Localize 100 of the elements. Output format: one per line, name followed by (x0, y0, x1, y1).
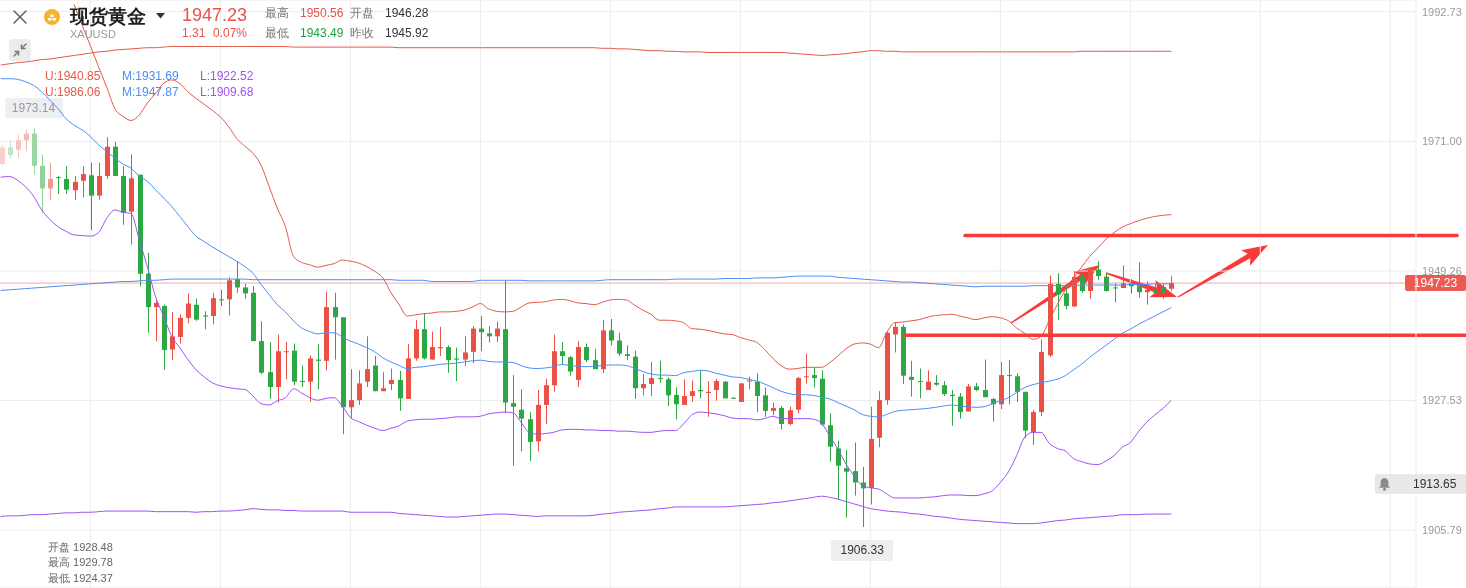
candlestick (788, 406, 793, 426)
y-tick-label: 1992.73 (1422, 5, 1462, 18)
annotation: 1943.49 (300, 26, 344, 40)
candlestick (268, 341, 273, 400)
annotation: U:1986.06 (45, 85, 101, 99)
candlestick (463, 335, 468, 367)
candlestick (511, 374, 516, 467)
annotation: L:1909.68 (200, 85, 254, 99)
annotation: M:1947.87 (122, 85, 179, 99)
candlestick (178, 313, 183, 344)
candlestick (495, 320, 500, 343)
annotation: 最高 (265, 6, 289, 20)
candlestick (584, 343, 589, 363)
annotation: 0.07% (213, 26, 248, 40)
candlestick (40, 153, 45, 214)
candlestick (641, 373, 646, 396)
candlestick (308, 354, 313, 403)
candlestick (918, 368, 923, 399)
candlestick (828, 412, 833, 463)
candlestick (519, 388, 524, 452)
candlestick (609, 318, 614, 346)
candlestick (471, 325, 476, 364)
annotation: 最低 (265, 26, 289, 40)
y-tick-label: 1927.53 (1422, 394, 1462, 407)
annotation: 最高 1929.78 (48, 556, 113, 568)
candlestick (666, 376, 671, 407)
candlestick (1113, 282, 1118, 303)
candlestick (56, 175, 61, 195)
candlestick (544, 378, 549, 425)
candlestick (1007, 359, 1012, 405)
candlestick (97, 162, 102, 201)
candlestick (389, 368, 394, 391)
candlestick (755, 372, 760, 413)
annotation: 1947.23 (182, 5, 248, 25)
candlestick (227, 276, 232, 316)
candlestick (682, 378, 687, 406)
candlestick (836, 440, 841, 500)
candlestick (1056, 272, 1061, 321)
candlestick (16, 134, 21, 159)
candlestick (333, 292, 338, 361)
candlestick (284, 341, 289, 380)
candlestick (446, 344, 451, 374)
candlestick (194, 298, 199, 322)
text: 1913.65 (1413, 477, 1457, 491)
y-tick-label: 1971.00 (1422, 135, 1462, 148)
candlestick (48, 162, 53, 201)
annotation: 昨收 (350, 26, 374, 40)
candlestick (560, 341, 565, 365)
candlestick (64, 165, 69, 195)
annotation: 开盘 1928.48 (48, 541, 113, 553)
candlestick (617, 332, 622, 357)
annotation: 最低 1924.37 (48, 572, 113, 584)
annotation: 1906.33 (840, 542, 884, 557)
candlestick (779, 405, 784, 430)
candlestick (812, 366, 817, 389)
candlestick (690, 379, 695, 403)
candlestick (674, 386, 679, 420)
ref-line-label: 1947.23 (1413, 276, 1458, 291)
candlestick (1137, 261, 1142, 299)
candlestick (186, 292, 191, 324)
candlestick (1088, 266, 1093, 300)
line-series (0, 495, 1172, 525)
candlestick (357, 369, 362, 406)
candlestick (73, 175, 78, 201)
annotation: 1.31 (182, 26, 206, 40)
annotation: 1950.56 (300, 6, 344, 20)
annotation: U:1940.85 (45, 69, 101, 83)
candlestick (649, 361, 654, 397)
candlestick (219, 289, 224, 307)
annotation: 开盘 (350, 6, 374, 20)
annotation: L:1922.52 (200, 69, 254, 83)
candlestick (1096, 260, 1101, 281)
candlestick (89, 162, 94, 231)
candlestick (528, 411, 533, 462)
candlestick (349, 368, 354, 420)
candlestick (714, 378, 719, 402)
chart-title: 现货黄金 (70, 6, 146, 27)
candlestick (365, 335, 370, 388)
line-series (0, 78, 1172, 418)
annotation: 1973.14 (11, 100, 56, 115)
candlestick (568, 355, 573, 377)
annotation: 1945.92 (385, 26, 429, 40)
candlestick (430, 331, 435, 361)
candlestick (763, 387, 768, 418)
candlestick (844, 449, 849, 519)
candlestick (1064, 285, 1069, 311)
annotation: 1946.28 (385, 6, 429, 20)
line-series (0, 176, 1172, 499)
candlestick (24, 128, 29, 152)
candlestick (81, 165, 86, 198)
candlestick (211, 292, 216, 325)
candlestick (300, 365, 305, 388)
candlestick (0, 144, 5, 167)
candlestick (658, 360, 663, 384)
y-tick-label: 1905.79 (1422, 524, 1462, 537)
candlestick (983, 359, 988, 398)
y-tick-label: 1949.26 (1422, 264, 1462, 277)
candlestick (1015, 372, 1020, 403)
candlestick (398, 370, 403, 412)
candlestick (454, 347, 459, 382)
